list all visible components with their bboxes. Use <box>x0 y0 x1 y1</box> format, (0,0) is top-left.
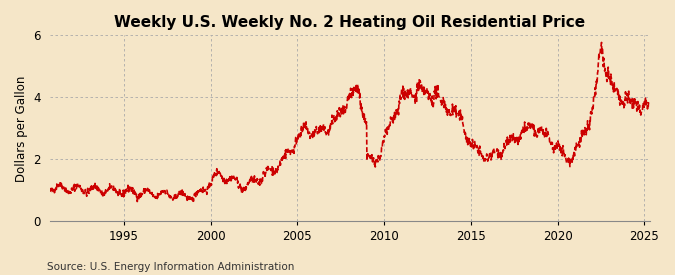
Title: Weekly U.S. Weekly No. 2 Heating Oil Residential Price: Weekly U.S. Weekly No. 2 Heating Oil Res… <box>114 15 585 30</box>
Text: Source: U.S. Energy Information Administration: Source: U.S. Energy Information Administ… <box>47 262 294 272</box>
Y-axis label: Dollars per Gallon: Dollars per Gallon <box>15 75 28 182</box>
